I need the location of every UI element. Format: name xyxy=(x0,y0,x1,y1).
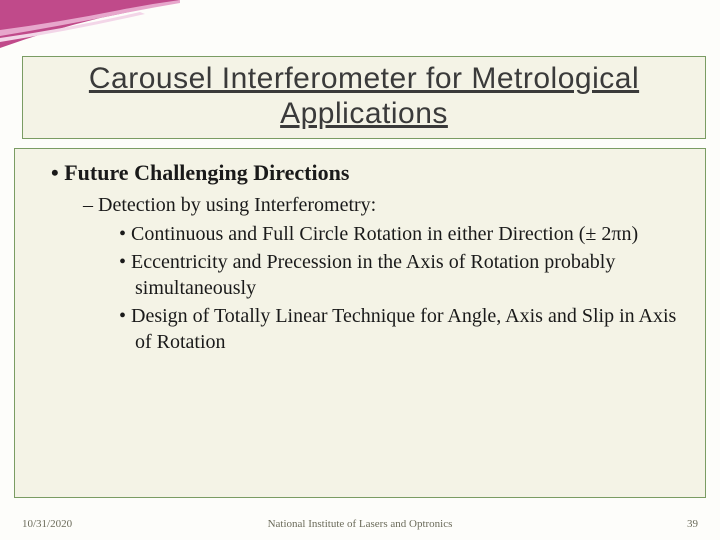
footer-page: 39 xyxy=(687,518,698,530)
bullet-lvl2: Detection by using Interferometry: xyxy=(83,192,691,219)
content-box: Future Challenging Directions Detection … xyxy=(14,148,706,498)
bullet-lvl1: Future Challenging Directions xyxy=(51,159,691,188)
footer: 10/31/2020 National Institute of Lasers … xyxy=(0,510,720,530)
slide-title: Carousel Interferometer for Metrological… xyxy=(27,61,701,132)
title-box: Carousel Interferometer for Metrological… xyxy=(22,56,706,139)
bullet-lvl3: Eccentricity and Precession in the Axis … xyxy=(119,249,691,301)
bullet-lvl3: Continuous and Full Circle Rotation in e… xyxy=(119,221,691,247)
bullet-lvl3: Design of Totally Linear Technique for A… xyxy=(119,303,691,355)
corner-ribbon xyxy=(0,0,180,50)
ribbon-light xyxy=(0,0,180,36)
ribbon-pale xyxy=(0,12,145,42)
footer-center: National Institute of Lasers and Optroni… xyxy=(0,518,720,530)
ribbon-main xyxy=(0,0,180,48)
